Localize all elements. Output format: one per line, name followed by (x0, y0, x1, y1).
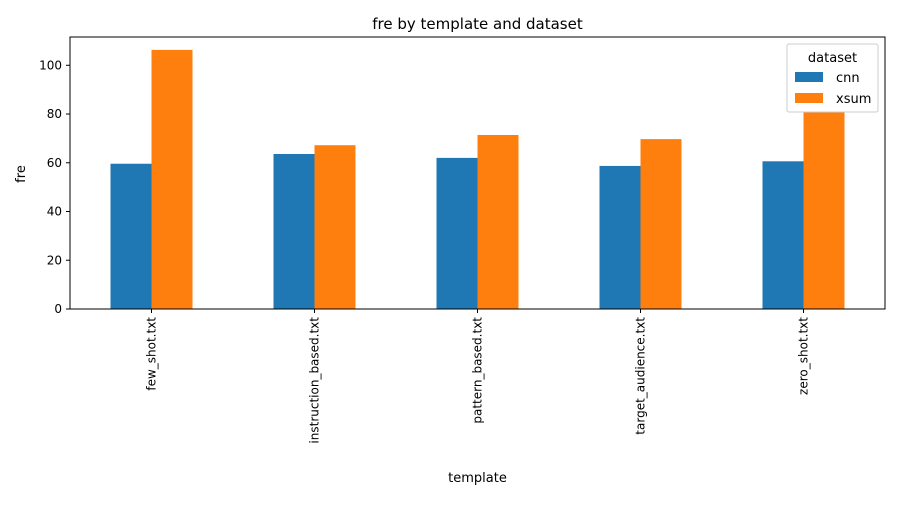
bar-cnn-few-shot-txt (110, 163, 152, 309)
legend-label-cnn: cnn (836, 71, 860, 86)
y-axis-label: fre (14, 165, 29, 183)
plot-frame (69, 36, 886, 310)
legend-swatch-cnn (795, 72, 823, 82)
bar-xsum-instruction-based-txt (314, 145, 356, 309)
bar-xsum-target-audience-txt (640, 139, 682, 309)
legend: dataset cnn xsum (786, 43, 879, 113)
x-tick-label: target_audience.txt (634, 317, 648, 435)
x-tick-label: zero_shot.txt (797, 317, 811, 395)
legend-swatch-xsum (795, 93, 823, 103)
y-tick-label: 60 (47, 156, 62, 170)
x-tick-label: few_shot.txt (145, 317, 159, 391)
bar-xsum-zero-shot-txt (803, 112, 845, 309)
bar-xsum-pattern-based-txt (477, 134, 519, 309)
x-axis-label: template (448, 471, 507, 486)
y-tick-label: 100 (39, 58, 62, 72)
x-tick-label: instruction_based.txt (308, 317, 322, 444)
y-tick-label: 20 (47, 253, 62, 267)
legend-title: dataset (808, 51, 857, 66)
bar-cnn-target-audience-txt (599, 165, 641, 309)
bar-cnn-zero-shot-txt (762, 161, 804, 309)
y-tick-label: 40 (47, 205, 62, 219)
y-tick-label: 80 (47, 107, 62, 121)
bar-xsum-few-shot-txt (151, 49, 193, 309)
y-tick-label: 0 (54, 302, 62, 316)
bar-cnn-instruction-based-txt (273, 153, 315, 309)
legend-label-xsum: xsum (836, 92, 871, 107)
chart-title: fre by template and dataset (372, 15, 583, 33)
x-tick-label: pattern_based.txt (471, 317, 485, 424)
bar-cnn-pattern-based-txt (436, 157, 478, 309)
